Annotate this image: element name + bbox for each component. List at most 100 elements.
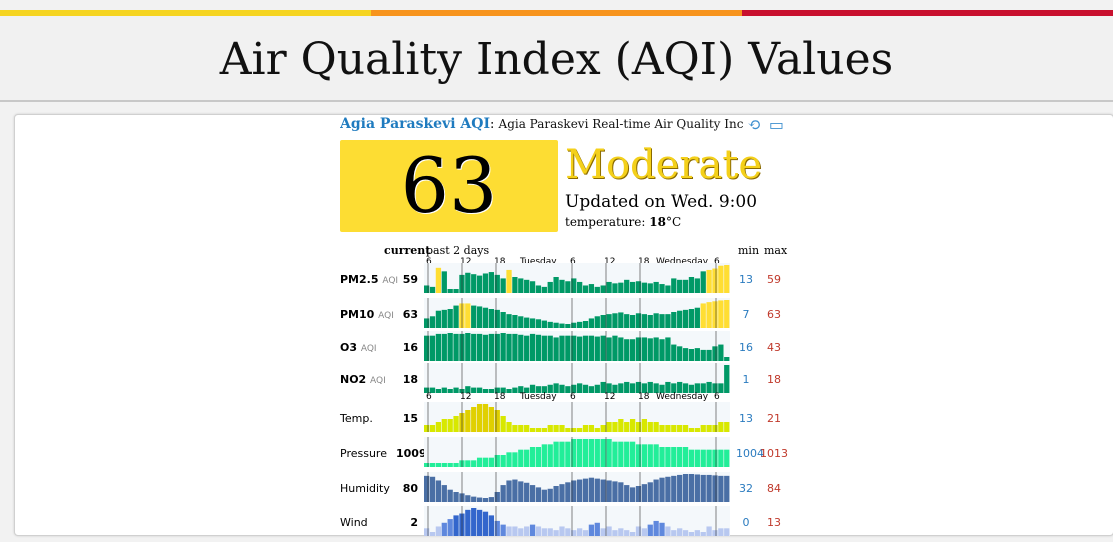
sparkline-bar — [671, 278, 677, 293]
sparkline-bar — [518, 386, 524, 393]
row-humidity[interactable]: Humidity 80 32 84 — [340, 472, 790, 506]
sparkline-bar — [635, 313, 642, 328]
page-title: Air Quality Index (AQI) Values — [219, 34, 894, 85]
sparkline-bar — [677, 346, 683, 361]
sparkline-bar — [618, 383, 624, 393]
stripe-orange — [371, 10, 742, 16]
row-pressure[interactable]: Pressure 1009 1004 1013 — [340, 437, 790, 471]
sparkline-bar — [594, 316, 600, 328]
sparkline-bar — [424, 387, 430, 393]
row-max: 59 — [767, 273, 781, 286]
sparkline-bar — [424, 318, 430, 328]
share-icon[interactable]: ⟲ — [747, 115, 761, 134]
sparkline-bar — [694, 383, 700, 393]
sparkline-bar — [471, 305, 477, 328]
sparkline-bar — [488, 515, 495, 536]
sparkline-bar — [700, 271, 706, 293]
sparkline-bar — [429, 286, 436, 293]
stripe-red — [742, 10, 1113, 16]
sparkline-bar — [571, 428, 577, 432]
sparkline-bar — [659, 522, 665, 536]
sparkline-bar — [494, 309, 500, 328]
sparkline-bar — [429, 335, 436, 361]
sparkline-bar — [453, 463, 459, 467]
row-no2[interactable]: NO2 AQI 18 1 18 — [340, 363, 790, 397]
sparkline-bar — [653, 422, 659, 432]
sparkline-bar — [706, 349, 712, 361]
sparkline-bar — [677, 279, 683, 293]
row-max: 1013 — [760, 447, 788, 460]
window-icon[interactable]: ▭ — [768, 115, 784, 134]
row-pm10[interactable]: PM10 AQI 63 7 63 — [340, 298, 790, 332]
sparkline-bar — [529, 447, 536, 467]
sparkline-bar — [453, 289, 459, 293]
sparkline-bar — [653, 313, 659, 328]
sparkline-bar — [653, 337, 659, 361]
row-min: 16 — [739, 341, 753, 354]
sparkline — [424, 363, 730, 393]
sparkline-bar — [453, 515, 459, 536]
sparkline-bar — [553, 383, 559, 393]
row-wind[interactable]: Wind 2 0 13 — [340, 506, 790, 540]
sparkline-bar — [512, 479, 518, 502]
sparkline-bar — [635, 486, 642, 502]
sparkline-bar — [500, 278, 506, 293]
sparkline-bar — [471, 508, 477, 536]
row-temp-[interactable]: Temp. 15 13 21 — [340, 402, 790, 436]
sparkline-bar — [700, 449, 706, 467]
sparkline-bar — [582, 439, 589, 467]
sparkline-bar — [712, 475, 718, 502]
row-current: 1009 — [396, 447, 427, 460]
sparkline-bar — [524, 526, 530, 536]
sparkline-bar — [471, 274, 477, 293]
sparkline-bar — [629, 383, 636, 393]
sparkline-bar — [588, 477, 595, 502]
sparkline-bar — [624, 422, 630, 432]
sparkline-bar — [694, 449, 700, 467]
sparkline-bar — [612, 422, 618, 432]
sparkline-bar — [471, 407, 477, 432]
sparkline-bar — [677, 528, 683, 536]
sparkline-bar — [471, 496, 477, 502]
sparkline-bar — [565, 335, 571, 361]
stripe-yellow — [0, 10, 371, 16]
sparkline-bar — [529, 318, 536, 328]
sparkline-bar — [476, 497, 483, 502]
sparkline-bar — [718, 383, 724, 393]
sparkline-bar — [547, 425, 553, 432]
sparkline-bar — [547, 281, 553, 293]
time-tick: 12 — [604, 257, 616, 267]
sparkline-bar — [429, 532, 436, 536]
sparkline — [424, 437, 730, 467]
sparkline-bar — [724, 300, 730, 328]
row-label: Pressure — [340, 447, 387, 460]
sparkline-bar — [506, 452, 512, 467]
sparkline-bar — [424, 463, 430, 467]
sparkline-bar — [559, 484, 565, 502]
sparkline-bar — [624, 339, 630, 361]
sparkline-bar — [465, 303, 471, 328]
sparkline-bar — [518, 481, 524, 502]
sparkline-bar — [588, 386, 595, 393]
sparkline-bar — [635, 281, 642, 293]
sparkline-bar — [712, 449, 718, 467]
temperature-label: temperature: — [565, 215, 650, 229]
sparkline-bar — [571, 439, 577, 467]
city-link[interactable]: Agia Paraskevi AQI — [340, 116, 491, 132]
sparkline-bar — [665, 285, 671, 293]
sparkline-bar — [482, 511, 489, 536]
sparkline-bar — [606, 337, 612, 361]
row-min: 1 — [742, 373, 750, 386]
row-max: 13 — [767, 516, 781, 529]
sparkline-bar — [682, 425, 689, 432]
sparkline-bar — [494, 520, 500, 536]
row-pm2-5[interactable]: PM2.5 AQI 59 13 59 — [340, 263, 790, 297]
sparkline-bar — [482, 404, 489, 432]
sparkline-bar — [518, 425, 524, 432]
temperature-value: 18 — [649, 215, 666, 229]
aqi-widget: Agia Paraskevi AQI: Agia Paraskevi Real-… — [340, 115, 790, 536]
sparkline-bar — [518, 316, 524, 328]
sparkline-bar — [465, 509, 471, 536]
sparkline-bar — [506, 269, 512, 293]
row-o3[interactable]: O3 AQI 16 16 43 — [340, 331, 790, 365]
